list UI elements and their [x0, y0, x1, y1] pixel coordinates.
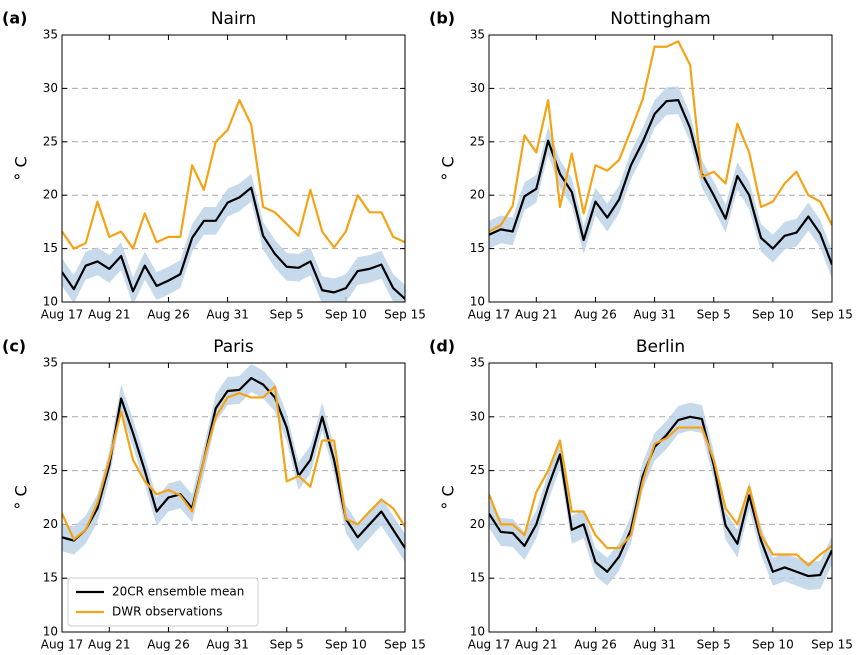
- y-tick-label: 35: [470, 356, 485, 370]
- chart-title: Berlin: [636, 337, 685, 357]
- x-tick-label: Sep 15: [811, 308, 853, 322]
- y-tick-label: 35: [470, 28, 485, 42]
- panel: 10 15 20 25 30 35 Aug 17 Aug 21 Aug 26 Aug 31 Sep …: [429, 337, 853, 652]
- x-tick-label: Aug 31: [633, 308, 676, 322]
- legend-label: 20CR ensemble mean: [112, 585, 244, 599]
- x-tick-label: Aug 31: [206, 638, 249, 652]
- uncertainty-band: [489, 86, 832, 279]
- panel: 10 15 20 25 30 35 Aug 17 Aug 21 Aug 26 Aug 31 Sep …: [2, 9, 426, 322]
- x-tick-label: Sep 15: [811, 638, 853, 652]
- y-axis-label: ° C: [439, 156, 458, 180]
- x-tick-label: Aug 17: [468, 308, 511, 322]
- plot-frame: [61, 362, 406, 633]
- plot-area: [489, 402, 832, 591]
- y-tick-label: 35: [43, 28, 58, 42]
- y-tick-label: 25: [470, 134, 485, 148]
- series-line: [62, 376, 405, 549]
- y-tick-label: 25: [43, 463, 58, 477]
- x-tick-label: Sep 10: [325, 638, 367, 652]
- x-tick-label: Aug 21: [88, 308, 131, 322]
- y-tick-label: 20: [43, 188, 58, 202]
- x-tick-label: Aug 17: [41, 638, 84, 652]
- y-axis-label: ° C: [12, 485, 31, 509]
- x-tick-label: Aug 26: [574, 638, 617, 652]
- y-tick-label: 15: [43, 241, 58, 255]
- x-tick-label: Sep 15: [384, 308, 426, 322]
- y-tick-label: 10: [43, 295, 58, 309]
- x-tick-label: Sep 5: [697, 638, 731, 652]
- x-tick-label: Aug 26: [147, 638, 190, 652]
- y-tick-label: 10: [470, 295, 485, 309]
- y-tick-label: 10: [43, 625, 58, 639]
- legend-box: [67, 577, 259, 627]
- panel-label: (a): [2, 9, 27, 28]
- y-tick-label: 25: [470, 463, 485, 477]
- plot-area: [489, 40, 832, 279]
- uncertainty-band: [62, 173, 405, 302]
- x-tick-label: Sep 5: [270, 638, 304, 652]
- x-tick-label: Aug 17: [468, 638, 511, 652]
- panel: 10 15 20 25 30 35 Aug 17 Aug 21 Aug 26 Aug 31 Sep …: [2, 337, 426, 652]
- chart-title: Paris: [213, 337, 254, 357]
- x-tick-label: Aug 17: [41, 308, 84, 322]
- x-tick-label: Aug 31: [206, 308, 249, 322]
- y-axis-label: ° C: [439, 485, 458, 509]
- x-tick-label: Aug 26: [574, 308, 617, 322]
- uncertainty-band: [489, 402, 832, 591]
- panel-label: (d): [429, 337, 455, 356]
- y-tick-label: 20: [43, 517, 58, 531]
- x-tick-label: Aug 31: [633, 638, 676, 652]
- y-tick-label: 30: [470, 409, 485, 423]
- y-tick-label: 15: [470, 241, 485, 255]
- plot-area: [62, 364, 405, 563]
- x-tick-label: Sep 15: [384, 638, 426, 652]
- x-tick-label: Aug 21: [515, 308, 558, 322]
- y-tick-label: 30: [470, 81, 485, 95]
- series-line: [62, 385, 405, 541]
- y-tick-label: 20: [470, 188, 485, 202]
- x-tick-label: Sep 10: [752, 308, 794, 322]
- panel-label: (c): [2, 337, 26, 356]
- x-tick-label: Sep 10: [752, 638, 794, 652]
- y-tick-label: 15: [470, 571, 485, 585]
- plot-frame: [488, 362, 833, 633]
- series-line: [62, 99, 405, 250]
- y-tick-label: 35: [43, 356, 58, 370]
- x-tick-label: Sep 5: [697, 308, 731, 322]
- x-tick-label: Aug 26: [147, 308, 190, 322]
- plot-frame: [61, 34, 406, 303]
- x-tick-label: Sep 10: [325, 308, 367, 322]
- legend-label: DWR observations: [112, 605, 222, 619]
- series-line: [489, 99, 832, 266]
- panel: 10 15 20 25 30 35 Aug 17 Aug 21 Aug 26 Aug 31 Sep …: [429, 9, 853, 322]
- chart-title: Nottingham: [610, 9, 711, 29]
- x-tick-label: Aug 21: [88, 638, 131, 652]
- panel-label: (b): [429, 9, 455, 28]
- series-line: [489, 40, 832, 233]
- plot-frame: [488, 34, 833, 303]
- y-tick-label: 10: [470, 625, 485, 639]
- y-tick-label: 15: [43, 571, 58, 585]
- chart-title: Nairn: [211, 9, 256, 29]
- x-tick-label: Aug 21: [515, 638, 558, 652]
- y-axis-label: ° C: [12, 156, 31, 180]
- y-tick-label: 30: [43, 409, 58, 423]
- plot-area: [62, 99, 405, 302]
- y-tick-label: 30: [43, 81, 58, 95]
- y-tick-label: 25: [43, 134, 58, 148]
- series-line: [62, 186, 405, 300]
- series-line: [489, 426, 832, 567]
- y-tick-label: 20: [470, 517, 485, 531]
- x-tick-label: Sep 5: [270, 308, 304, 322]
